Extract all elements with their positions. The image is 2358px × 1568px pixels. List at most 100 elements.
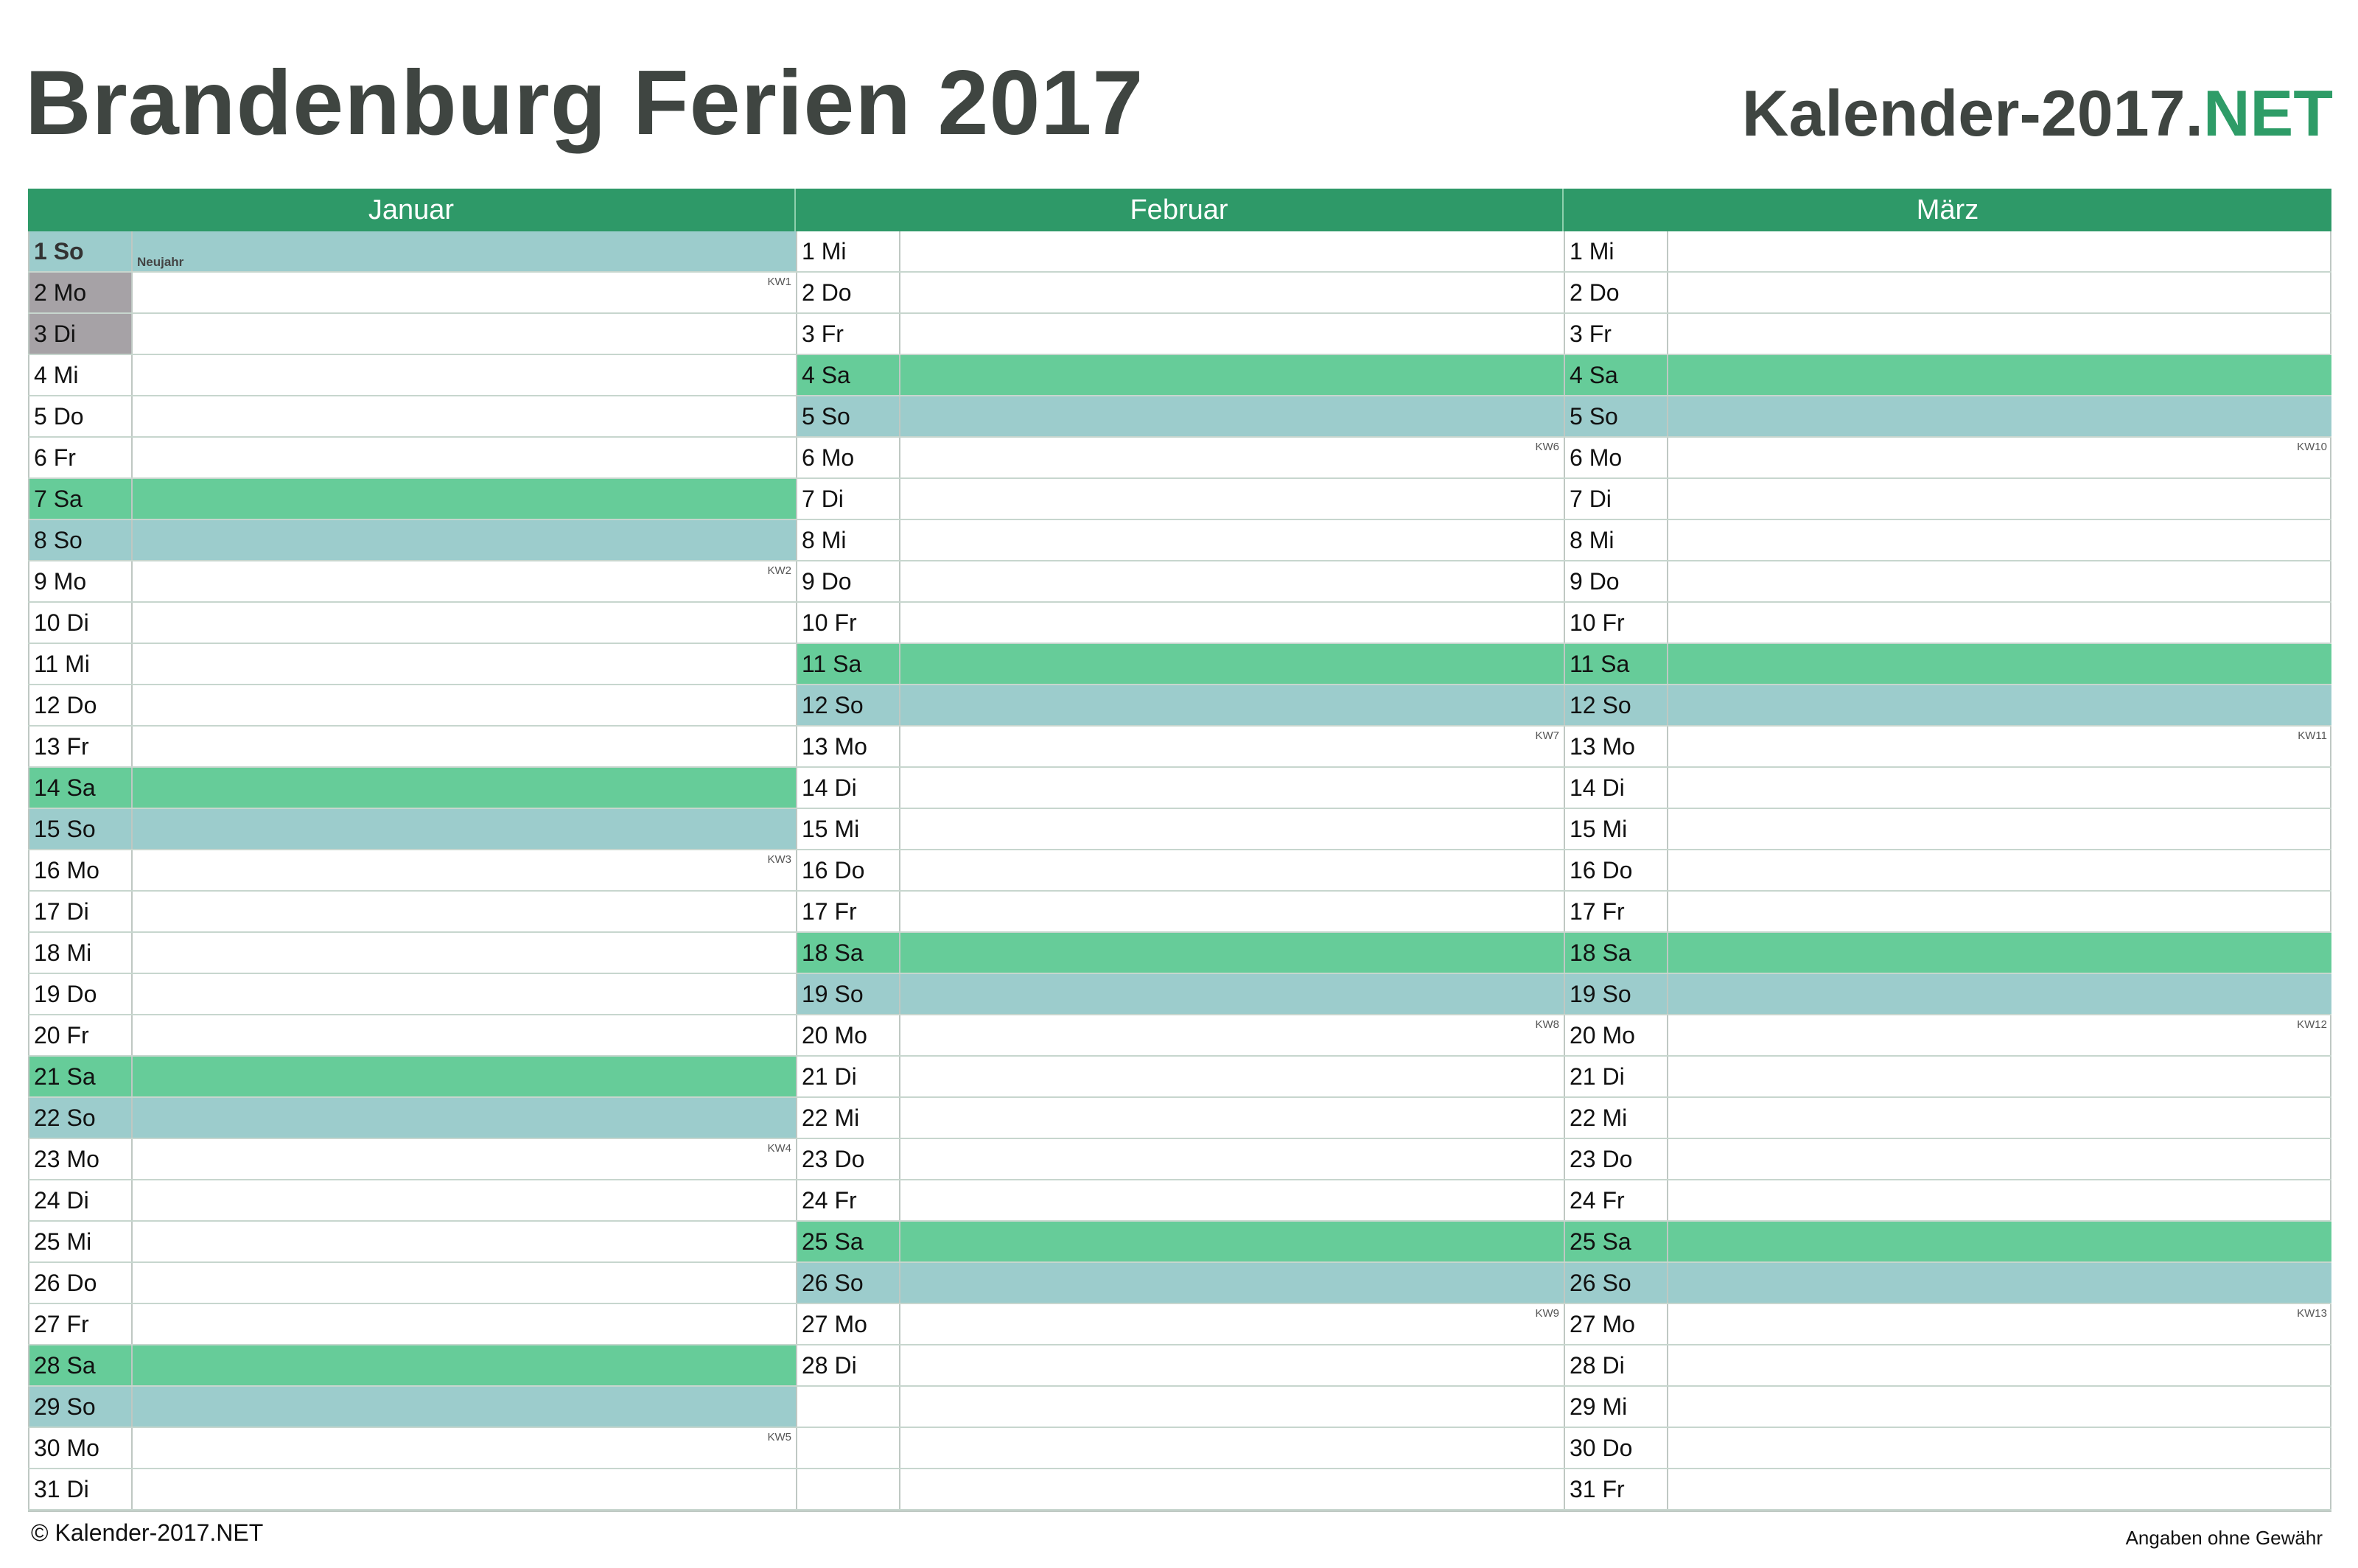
day-label: 12 So [796,685,900,725]
day-note-cell [900,1387,1564,1427]
day-note-cell [133,1098,796,1138]
day-note-cell [1668,1345,2331,1385]
day-label: 2 Do [796,273,900,312]
day-label: 3 Fr [796,314,900,354]
day-row: 18 Sa [796,933,1564,974]
day-row: 23 Do [796,1139,1564,1180]
day-label: 4 Mi [28,355,133,395]
day-row: 11 Sa [1564,644,2331,685]
day-row [796,1469,1564,1511]
day-note-cell [900,892,1564,931]
day-row: 3 Di [28,314,796,355]
day-note-cell [1668,273,2331,312]
month-column: Januar 1 So Neujahr 2 Mo KW1 3 Di 4 Mi 5 Do 6 Fr… [28,189,796,1511]
day-note-cell: Neujahr [133,231,796,271]
brand-logo[interactable]: Kalender-2017.NET [1742,81,2333,146]
day-note-cell: KW2 [133,561,796,601]
day-note-cell [133,1387,796,1427]
day-label: 29 Mi [1564,1387,1668,1427]
day-row [796,1428,1564,1469]
day-label: 21 Sa [28,1057,133,1096]
day-row: 29 So [28,1387,796,1428]
day-note-cell: KW9 [900,1304,1564,1344]
day-note-cell: KW8 [900,1015,1564,1055]
day-label: 8 Mi [796,520,900,560]
day-label: 31 Fr [1564,1469,1668,1509]
day-label: 18 Mi [28,933,133,973]
day-label: 14 Di [1564,768,1668,808]
day-label: 11 Sa [796,644,900,684]
week-number: KW5 [767,1431,791,1443]
day-label: 1 So [28,231,133,271]
week-number: KW7 [1535,729,1559,742]
day-note-cell: KW5 [133,1428,796,1468]
day-label: 12 So [1564,685,1668,725]
day-note-cell: KW6 [900,438,1564,477]
day-row: 30 Do [1564,1428,2331,1469]
day-note-cell [900,850,1564,890]
day-label: 13 Mo [1564,727,1668,766]
day-label: 8 Mi [1564,520,1668,560]
day-row: 24 Di [28,1180,796,1222]
day-label: 7 Di [796,479,900,519]
month-column: März 1 Mi 2 Do 3 Fr 4 Sa 5 So 6 Mo KW10 7 Di 8 Mi… [1564,189,2331,1511]
day-list: 1 Mi 2 Do 3 Fr 4 Sa 5 So 6 Mo KW6 7 Di 8 Mi 9 Do 1… [796,231,1564,1511]
day-row: 13 Mo KW7 [796,727,1564,768]
day-label: 22 Mi [1564,1098,1668,1138]
day-note-cell [1668,1098,2331,1138]
day-label: 7 Sa [28,479,133,519]
day-row: 13 Mo KW11 [1564,727,2331,768]
day-label [796,1469,900,1509]
day-row: 19 So [796,974,1564,1015]
week-number: KW12 [2297,1018,2327,1031]
day-label: 20 Mo [1564,1015,1668,1055]
day-note-cell [133,479,796,519]
day-label: 19 So [796,974,900,1014]
day-note-cell [1668,1469,2331,1509]
day-label: 19 So [1564,974,1668,1014]
day-note-cell [133,892,796,931]
day-note-cell [133,1180,796,1220]
day-row: 5 So [1564,396,2331,438]
day-label: 26 Do [28,1263,133,1303]
day-note-cell [133,355,796,395]
day-row: 4 Sa [796,355,1564,396]
week-number: KW1 [767,276,791,288]
day-row: 14 Sa [28,768,796,809]
page-title: Brandenburg Ferien 2017 [25,52,1144,154]
day-row: 3 Fr [1564,314,2331,355]
day-note-cell [1668,314,2331,354]
day-label: 31 Di [28,1469,133,1509]
day-row: 14 Di [796,768,1564,809]
day-row: 28 Sa [28,1345,796,1387]
day-note-cell [900,1098,1564,1138]
day-note-cell [900,479,1564,519]
day-note-cell [900,520,1564,560]
day-row: 25 Mi [28,1222,796,1263]
day-label: 22 Mi [796,1098,900,1138]
brand-main: Kalender-2017. [1741,77,2203,150]
day-note-cell [900,809,1564,849]
day-row: 8 Mi [796,520,1564,561]
day-row: 2 Do [1564,273,2331,314]
day-note-cell [133,933,796,973]
day-row: 24 Fr [1564,1180,2331,1222]
day-note-cell [133,314,796,354]
day-note-cell [133,809,796,849]
day-note-cell [900,231,1564,271]
day-label: 20 Fr [28,1015,133,1055]
day-row: 1 So Neujahr [28,231,796,273]
brand-suffix: NET [2203,77,2333,150]
day-note-cell [1668,685,2331,725]
month-header: Februar [796,189,1564,231]
day-row: 16 Mo KW3 [28,850,796,892]
day-row: 20 Mo KW8 [796,1015,1564,1057]
day-note-cell [1668,396,2331,436]
day-label: 27 Mo [1564,1304,1668,1344]
day-note-cell [1668,1387,2331,1427]
day-label: 25 Mi [28,1222,133,1261]
day-label: 20 Mo [796,1015,900,1055]
day-label: 11 Mi [28,644,133,684]
day-row: 4 Sa [1564,355,2331,396]
day-row: 8 So [28,520,796,561]
